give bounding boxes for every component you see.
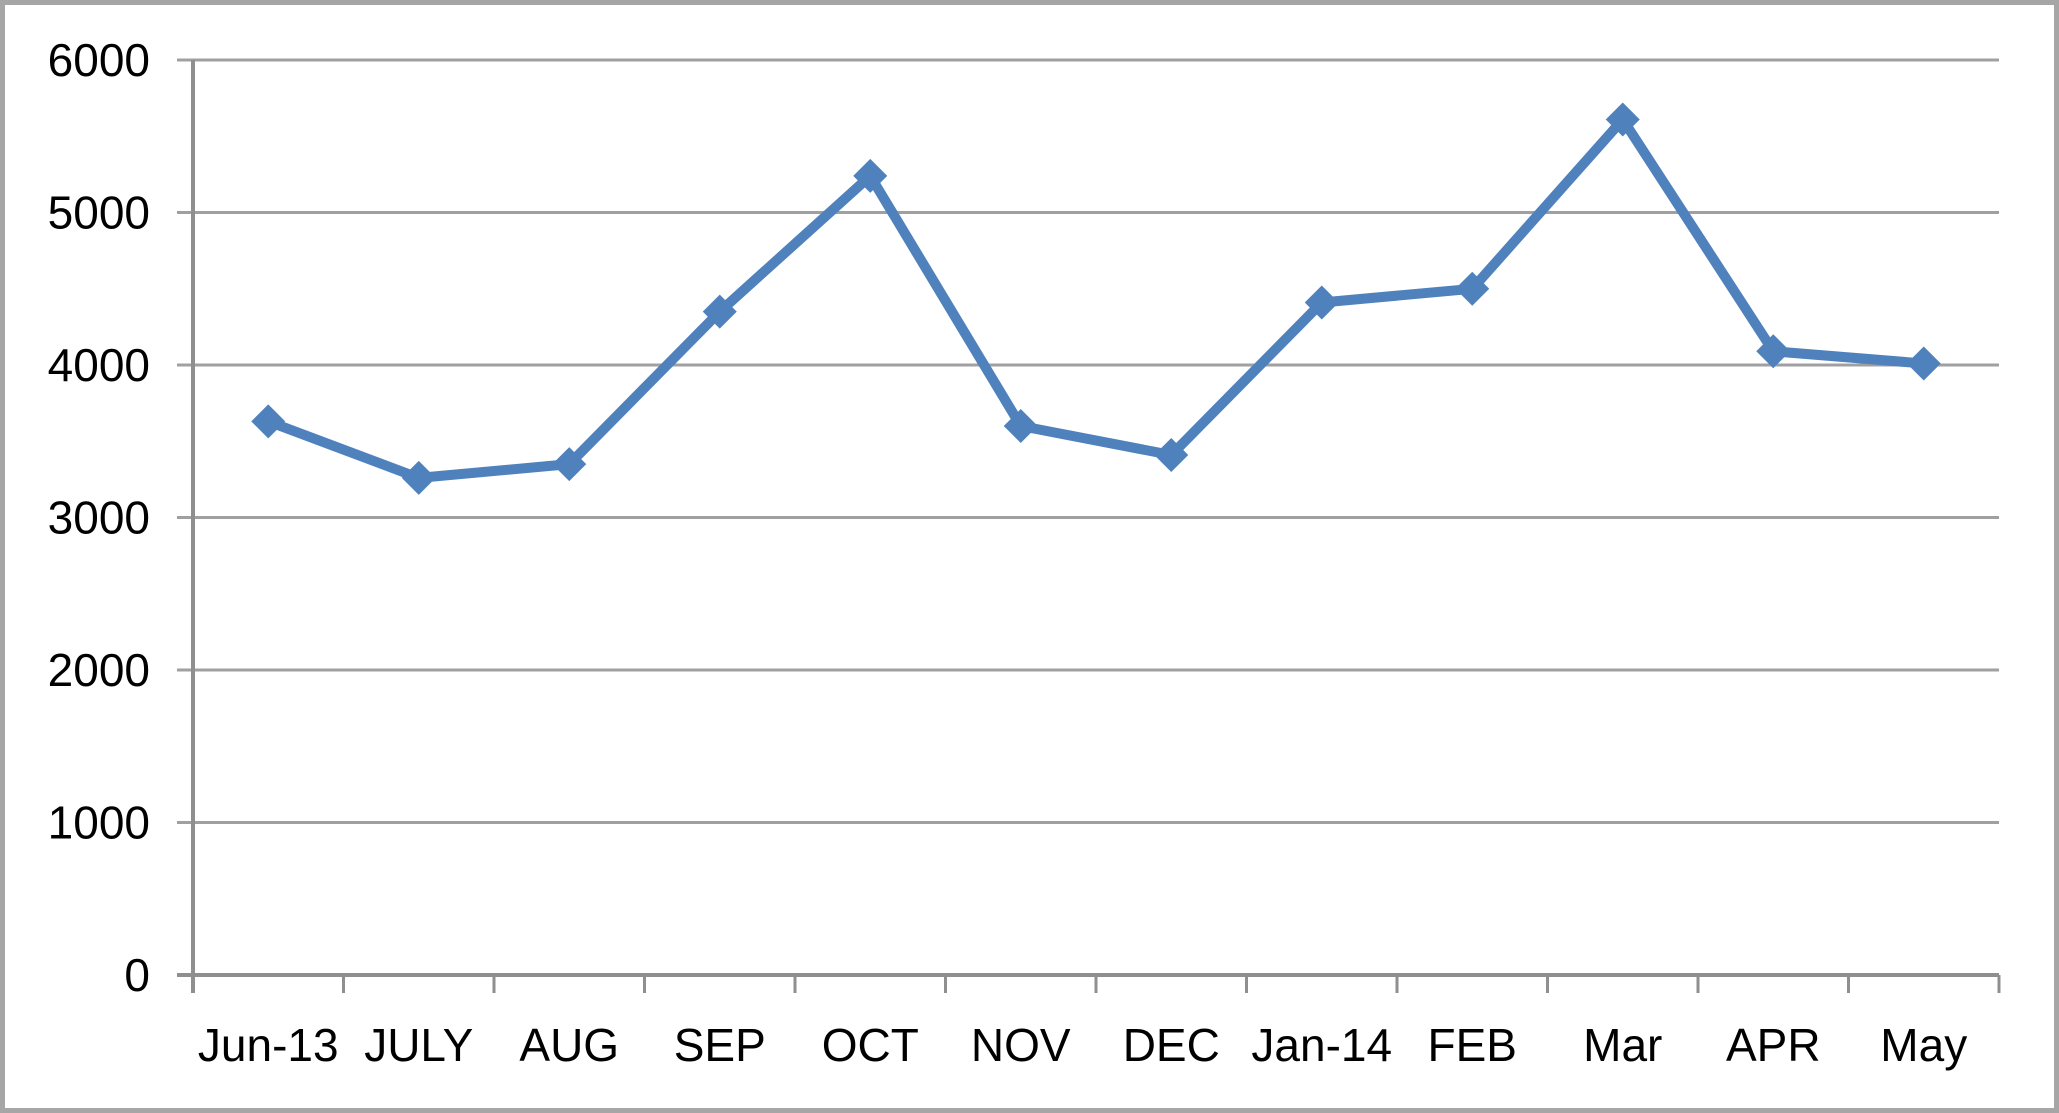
data-point-marker <box>1154 437 1189 472</box>
data-point-marker <box>1003 409 1038 443</box>
data-point-marker <box>552 447 587 482</box>
y-tick-label: 6000 <box>48 34 150 86</box>
data-point-marker <box>1906 346 1941 381</box>
x-category-label: APR <box>1726 1019 1821 1071</box>
x-category-label: Jan-14 <box>1251 1019 1392 1071</box>
y-tick-label: 3000 <box>48 492 150 544</box>
data-point-marker <box>251 404 286 439</box>
x-category-label: SEP <box>674 1019 766 1071</box>
x-category-label: NOV <box>971 1019 1071 1071</box>
y-tick-label: 2000 <box>48 644 150 696</box>
x-category-label: OCT <box>822 1019 919 1071</box>
y-tick-label: 0 <box>124 949 150 1001</box>
data-point-marker <box>401 460 436 495</box>
y-tick-label: 4000 <box>48 339 150 391</box>
data-point-marker <box>1455 271 1490 306</box>
x-category-label: May <box>1880 1019 1967 1071</box>
x-category-label: DEC <box>1123 1019 1220 1071</box>
x-category-label: Jun-13 <box>198 1019 339 1071</box>
x-category-label: Mar <box>1583 1019 1662 1071</box>
x-category-label: FEB <box>1428 1019 1517 1071</box>
y-tick-label: 5000 <box>48 187 150 239</box>
data-point-marker <box>702 294 737 329</box>
x-category-label: AUG <box>519 1019 619 1071</box>
data-point-marker <box>1756 334 1791 369</box>
x-category-label: JULY <box>364 1019 473 1071</box>
y-tick-label: 1000 <box>48 797 150 849</box>
data-point-marker <box>853 158 888 193</box>
data-point-marker <box>1304 285 1339 320</box>
data-point-marker <box>1605 102 1640 137</box>
series-line <box>263 114 1929 483</box>
